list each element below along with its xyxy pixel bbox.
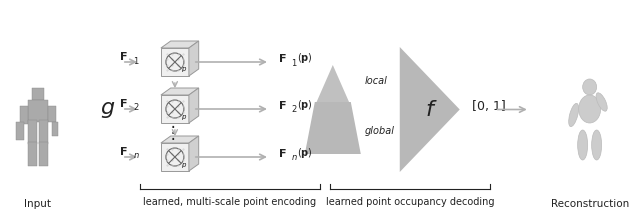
Bar (16, 122, 24, 140)
Text: $2$: $2$ (291, 104, 298, 115)
Text: p: p (181, 66, 186, 72)
Text: $\mathbf{F}$: $\mathbf{F}$ (278, 52, 287, 64)
Polygon shape (161, 143, 189, 171)
Text: $\mathbf{F}$: $\mathbf{F}$ (119, 50, 128, 62)
Bar (52, 122, 58, 136)
Bar (28, 120, 37, 144)
Text: $1$: $1$ (291, 56, 298, 67)
Ellipse shape (569, 103, 579, 127)
Polygon shape (161, 136, 198, 143)
Bar (20, 106, 28, 124)
Polygon shape (315, 65, 351, 106)
Bar (32, 88, 44, 100)
Bar (28, 142, 37, 166)
Bar (28, 100, 48, 122)
Text: [0, 1]: [0, 1] (472, 100, 506, 113)
Polygon shape (189, 41, 198, 76)
Polygon shape (161, 41, 198, 48)
Text: p: p (181, 161, 186, 168)
Text: local: local (365, 76, 388, 85)
Ellipse shape (578, 130, 588, 160)
Text: $(\mathbf{p})$: $(\mathbf{p})$ (297, 98, 312, 112)
Polygon shape (161, 48, 189, 76)
Text: $(\mathbf{p})$: $(\mathbf{p})$ (297, 146, 312, 160)
Bar (39, 142, 48, 166)
Text: Reconstruction: Reconstruction (550, 199, 628, 209)
Text: learned, multi-scale point encoding: learned, multi-scale point encoding (143, 197, 316, 207)
Text: $g$: $g$ (100, 98, 116, 120)
Ellipse shape (596, 93, 607, 111)
Ellipse shape (582, 79, 596, 95)
Text: $(\mathbf{p})$: $(\mathbf{p})$ (297, 51, 312, 65)
Bar (48, 106, 56, 122)
Text: p: p (181, 113, 186, 120)
Text: $2$: $2$ (133, 102, 140, 112)
Text: $\mathbf{F}$: $\mathbf{F}$ (278, 147, 287, 159)
Polygon shape (189, 136, 198, 171)
Polygon shape (189, 88, 198, 123)
Text: $\mathbf{F}$: $\mathbf{F}$ (119, 145, 128, 157)
Polygon shape (400, 47, 460, 172)
Polygon shape (305, 102, 361, 154)
Text: $1$: $1$ (133, 54, 140, 66)
Text: global: global (365, 126, 395, 136)
Text: Input: Input (24, 199, 51, 209)
Text: $f$: $f$ (426, 99, 438, 120)
Text: $n$: $n$ (133, 151, 140, 159)
Text: $n$: $n$ (291, 153, 298, 161)
Ellipse shape (591, 130, 602, 160)
Text: ⋮: ⋮ (164, 124, 181, 142)
Ellipse shape (579, 95, 601, 123)
Text: $\mathbf{F}$: $\mathbf{F}$ (278, 99, 287, 111)
Bar (39, 120, 48, 144)
Polygon shape (161, 88, 198, 95)
Polygon shape (161, 95, 189, 123)
Text: $\mathbf{F}$: $\mathbf{F}$ (119, 97, 128, 109)
Text: learned point occupancy decoding: learned point occupancy decoding (326, 197, 494, 207)
